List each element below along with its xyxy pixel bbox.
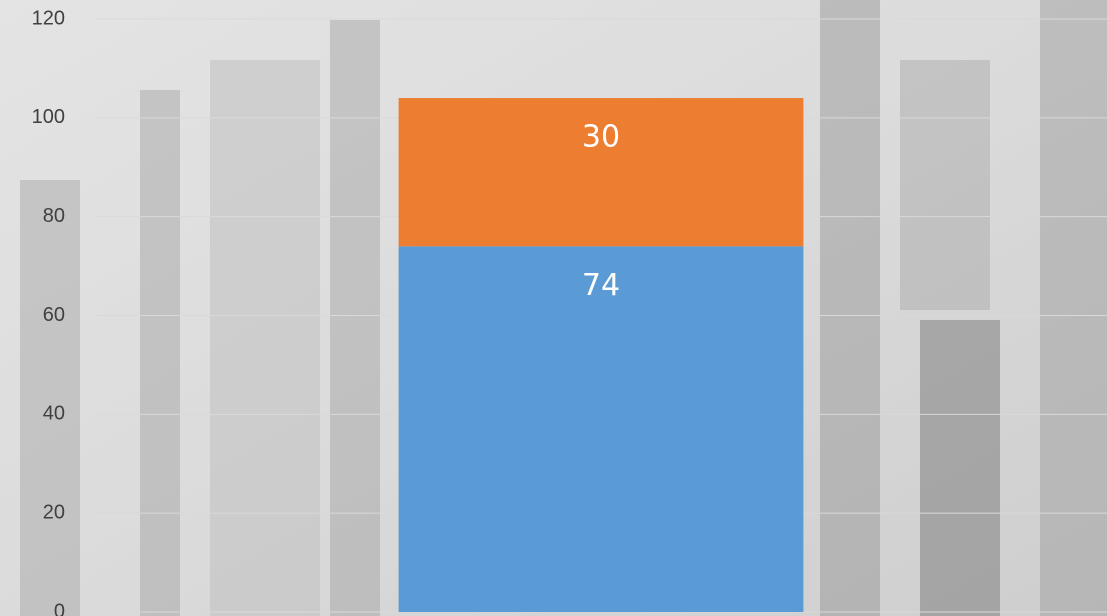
plot: 74 30 — [398, 98, 804, 613]
data-label: 74 — [582, 268, 620, 303]
y-tick-label: 60 — [43, 304, 65, 326]
y-tick-label: 0 — [54, 600, 65, 616]
y-tick-label: 20 — [43, 501, 65, 523]
y-tick-label: 100 — [32, 106, 65, 128]
bar-segment — [398, 246, 804, 613]
bar-segment — [398, 98, 804, 247]
data-label: 30 — [582, 120, 620, 155]
y-tick-label: 40 — [43, 403, 65, 425]
y-tick-label: 120 — [32, 7, 65, 29]
y-tick-label: 80 — [43, 205, 65, 227]
